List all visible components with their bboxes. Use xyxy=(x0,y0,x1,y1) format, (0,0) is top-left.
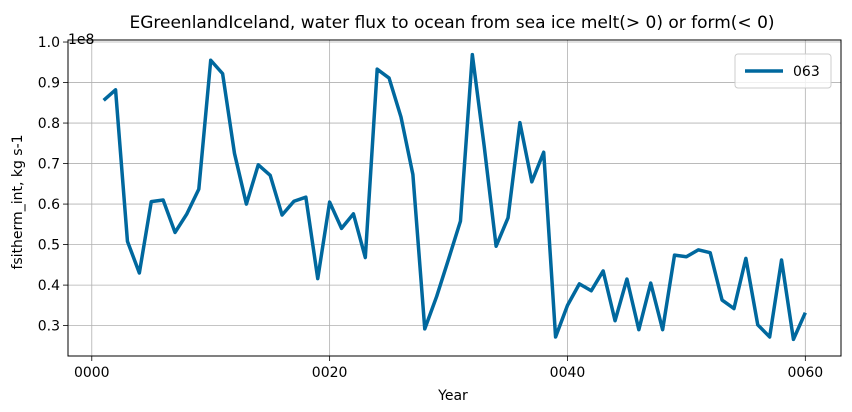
y-axis-multiplier: 1e8 xyxy=(68,32,94,48)
y-tick-label: 0.5 xyxy=(38,238,60,254)
series-line-063 xyxy=(102,52,807,342)
y-axis-label: fsitherm_int, kg s-1 xyxy=(10,134,26,269)
legend-label: 063 xyxy=(793,64,820,80)
chart-title: EGreenlandIceland, water flux to ocean f… xyxy=(129,13,774,33)
x-tick-label: 0000 xyxy=(74,365,110,381)
x-tick-label: 0040 xyxy=(550,365,586,381)
y-tick-label: 0.8 xyxy=(38,116,60,132)
y-tick-label: 0.9 xyxy=(38,76,60,92)
y-multiplier-base: 1e8 xyxy=(68,32,94,48)
x-tick-label: 0060 xyxy=(788,365,824,381)
plot-frame xyxy=(67,39,842,357)
y-tick-label: 0.6 xyxy=(38,197,60,213)
y-tick-label: 0.3 xyxy=(38,319,60,335)
y-tick-label: 0.4 xyxy=(38,278,60,294)
y-tick-label: 0.7 xyxy=(38,157,60,173)
series-layer xyxy=(102,52,807,342)
y-tick-label: 1.0 xyxy=(38,35,60,51)
x-axis-ticks: 0000 0020 0040 0060 xyxy=(74,356,823,381)
x-axis-label: Year xyxy=(437,388,468,404)
x-tick-label: 0020 xyxy=(312,365,348,381)
legend: 063 xyxy=(734,53,832,89)
y-axis-ticks: 0.3 0.4 0.5 0.6 0.7 0.8 0.9 1.0 xyxy=(38,35,68,335)
grid-lines xyxy=(68,40,841,356)
